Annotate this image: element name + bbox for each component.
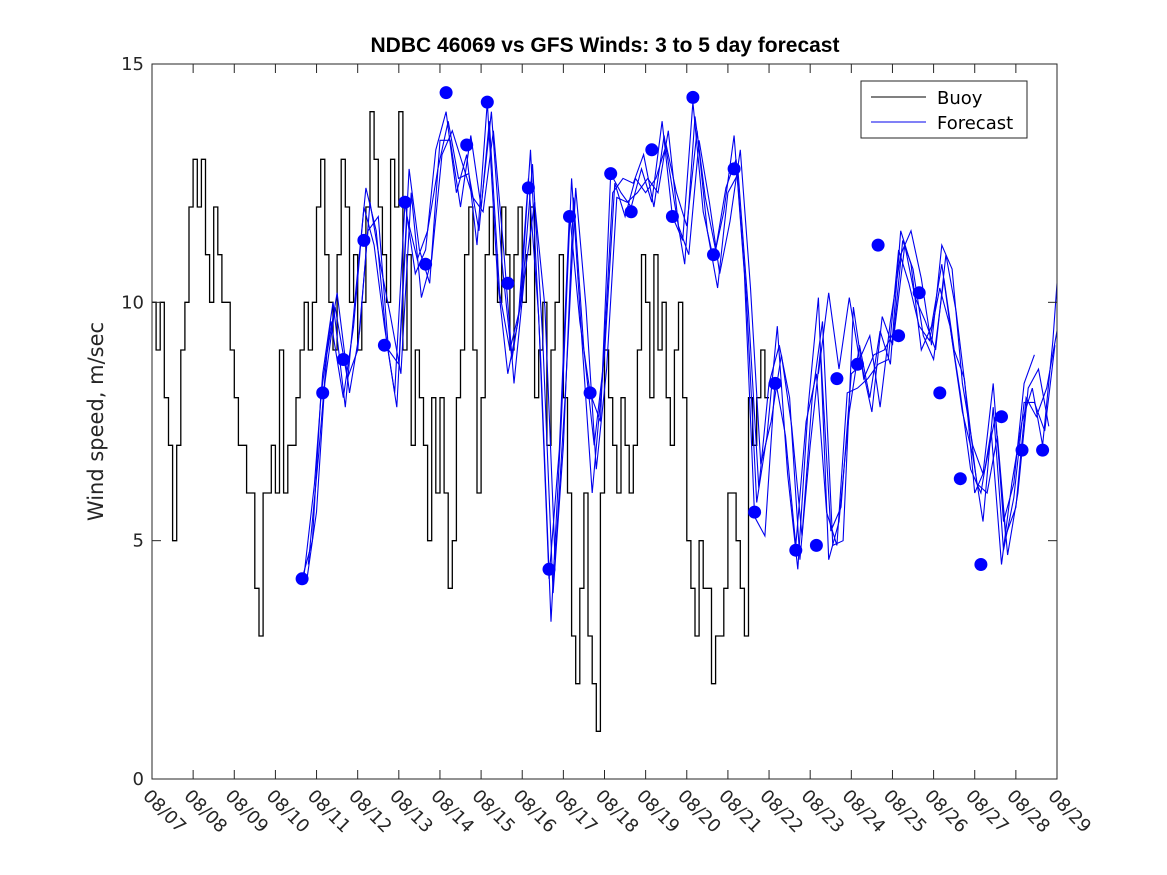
x-tick-label: 08/15 [468, 786, 520, 838]
forecast-marker [665, 210, 679, 223]
forecast-marker [563, 210, 576, 223]
forecast-marker [1036, 443, 1050, 457]
forecast-marker [645, 143, 659, 157]
forecast-marker [336, 353, 350, 366]
legend-label-buoy: Buoy [937, 88, 983, 109]
legend-box [860, 80, 1028, 139]
x-tick-label: 08/20 [673, 786, 725, 838]
x-tick-label: 08/22 [755, 786, 807, 838]
forecast-marker [851, 357, 864, 371]
x-tick-label: 08/27 [961, 786, 1013, 838]
legend: Buoy Forecast [860, 80, 1028, 139]
forecast-marker [542, 562, 556, 576]
forecast-marker [480, 95, 494, 109]
forecast-marker [995, 410, 1008, 424]
series-layer [152, 86, 1058, 732]
x-tick-label: 08/16 [509, 786, 561, 838]
buoy-series-line [152, 111, 769, 732]
forecast-marker [439, 86, 453, 100]
forecast-marker [768, 376, 782, 390]
forecast-series-line-4 [307, 129, 1050, 565]
forecast-marker [974, 558, 988, 571]
y-axis-label: Wind speed, m/sec [84, 322, 108, 521]
forecast-marker [830, 372, 844, 386]
forecast-marker [809, 538, 823, 552]
forecast-series-line-2 [303, 116, 1056, 622]
y-tick-label: 0 [133, 769, 144, 790]
forecast-marker [686, 90, 700, 104]
x-tick-label: 08/13 [385, 786, 437, 838]
x-tick-label: 08/21 [714, 786, 766, 838]
x-tick-label: 08/17 [550, 786, 602, 838]
y-tick-label: 5 [133, 531, 144, 552]
forecast-series-line-1 [301, 102, 1058, 579]
forecast-marker [357, 233, 371, 247]
forecast-marker [295, 572, 309, 586]
forecast-marker [521, 181, 535, 195]
forecast-marker [1015, 443, 1029, 457]
forecast-marker [727, 162, 741, 176]
x-tick-label: 08/18 [591, 786, 643, 838]
x-tick-label: 08/12 [344, 786, 396, 838]
y-tick-label: 15 [121, 54, 144, 75]
forecast-marker [912, 286, 926, 300]
forecast-series-line-5 [817, 229, 1035, 522]
forecast-marker [398, 195, 412, 209]
legend-label-forecast: Forecast [937, 113, 1013, 134]
forecast-marker [316, 386, 330, 400]
x-tick-label: 08/08 [180, 786, 232, 838]
x-tick-label: 08/24 [838, 786, 890, 838]
y-tick-label: 10 [121, 292, 144, 313]
forecast-marker [583, 386, 597, 400]
forecast-marker [748, 505, 762, 519]
x-tick-label: 08/29 [1043, 786, 1095, 838]
forecast-marker [707, 248, 720, 262]
x-tick-label: 08/11 [303, 786, 355, 838]
forecast-marker [460, 138, 474, 152]
x-tick-label: 08/14 [426, 786, 478, 838]
x-tick-label: 08/19 [632, 786, 684, 838]
forecast-marker [871, 238, 885, 252]
x-tick-label: 08/23 [797, 786, 849, 838]
x-tick-label: 08/09 [221, 786, 273, 838]
forecast-marker [789, 543, 803, 557]
forecast-marker [377, 338, 391, 352]
x-tick-label: 08/07 [138, 786, 190, 838]
x-tick-label: 08/26 [920, 786, 972, 838]
forecast-marker [892, 329, 906, 343]
x-tick-label: 08/25 [879, 786, 931, 838]
forecast-marker [624, 205, 638, 219]
forecast-marker [933, 386, 947, 400]
forecast-marker [604, 167, 618, 181]
forecast-marker [501, 276, 515, 290]
forecast-marker [953, 472, 967, 486]
x-tick-label: 08/28 [1002, 786, 1054, 838]
x-tick-label: 08/10 [262, 786, 314, 838]
forecast-marker [419, 257, 433, 271]
chart-title: NDBC 46069 vs GFS Winds: 3 to 5 day fore… [371, 34, 840, 57]
